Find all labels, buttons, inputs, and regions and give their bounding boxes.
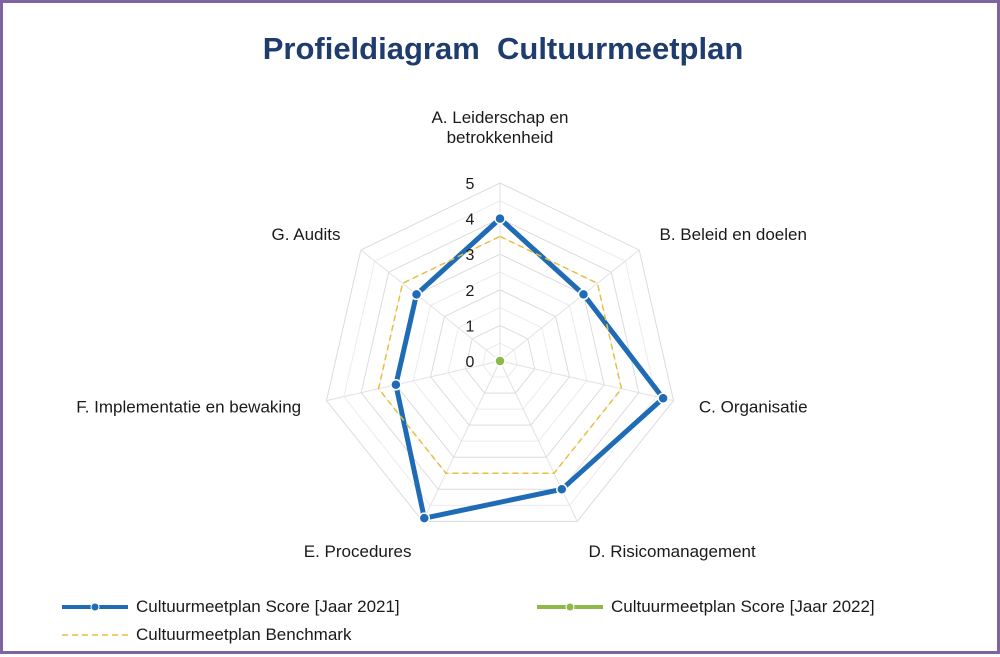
- legend-item-2021: Cultuurmeetplan Score [Jaar 2021]: [60, 595, 400, 619]
- series-point: [577, 288, 590, 301]
- radial-tick-labels: 0 1 2 3 4 5: [466, 176, 475, 371]
- tick-label: 2: [466, 283, 475, 300]
- tick-label: 4: [466, 212, 475, 229]
- grid-ring: [325, 182, 675, 522]
- legend-item-2022: Cultuurmeetplan Score [Jaar 2022]: [535, 595, 875, 619]
- axis-label: betrokkenheid: [447, 128, 554, 147]
- grid-ring: [343, 200, 657, 506]
- grid-ring: [412, 271, 588, 442]
- tick-label: 0: [466, 354, 475, 371]
- radar-grid: [325, 182, 675, 522]
- legend-label-benchmark: Cultuurmeetplan Benchmark: [136, 625, 352, 644]
- axis-label: B. Beleid en doelen: [659, 225, 806, 244]
- axis-label: E. Procedures: [304, 542, 412, 561]
- legend-label-2022: Cultuurmeetplan Score [Jaar 2022]: [611, 597, 875, 616]
- legend-label-2021: Cultuurmeetplan Score [Jaar 2021]: [136, 597, 400, 616]
- grid-ring: [464, 324, 536, 394]
- grid-ring: [430, 289, 570, 426]
- series-line: [377, 235, 623, 475]
- axis-label: F. Implementatie en bewaking: [76, 397, 301, 416]
- series-point: [494, 212, 506, 225]
- axis-label: C. Organisatie: [699, 397, 808, 416]
- grid-spoke: [422, 360, 501, 522]
- series-point: [494, 355, 506, 367]
- legend-swatch-2021: [62, 602, 128, 612]
- series-point: [390, 379, 402, 391]
- series-line: [393, 216, 666, 521]
- chart-title: Profieldiagram Cultuurmeetplan: [262, 31, 744, 66]
- radar-series: [377, 212, 669, 524]
- legend-item-benchmark: Cultuurmeetplan Benchmark: [60, 623, 351, 647]
- grid-spoke: [326, 360, 501, 402]
- legend-swatch-2022: [537, 602, 603, 612]
- axis-label: D. Risicomanagement: [589, 542, 757, 561]
- axis-label: A. Leiderschap en: [431, 108, 568, 127]
- series-point: [410, 288, 423, 301]
- tick-label: 5: [466, 176, 475, 193]
- legend-swatch-benchmark: [62, 634, 128, 636]
- series-point: [418, 512, 431, 524]
- grid-ring: [447, 307, 553, 410]
- legend: Cultuurmeetplan Score [Jaar 2021] Cultuu…: [3, 3, 1000, 657]
- grid-spoke: [360, 249, 501, 362]
- axis-label: G. Audits: [272, 225, 341, 244]
- grid-ring: [360, 218, 640, 490]
- grid-spoke: [499, 360, 578, 522]
- tick-label: 1: [466, 318, 475, 335]
- series-point: [556, 483, 568, 496]
- grid-spoke: [499, 249, 640, 362]
- grid-spoke: [499, 360, 674, 402]
- series-point: [657, 392, 669, 404]
- tick-label: 3: [466, 247, 475, 264]
- grid-ring: [482, 342, 518, 378]
